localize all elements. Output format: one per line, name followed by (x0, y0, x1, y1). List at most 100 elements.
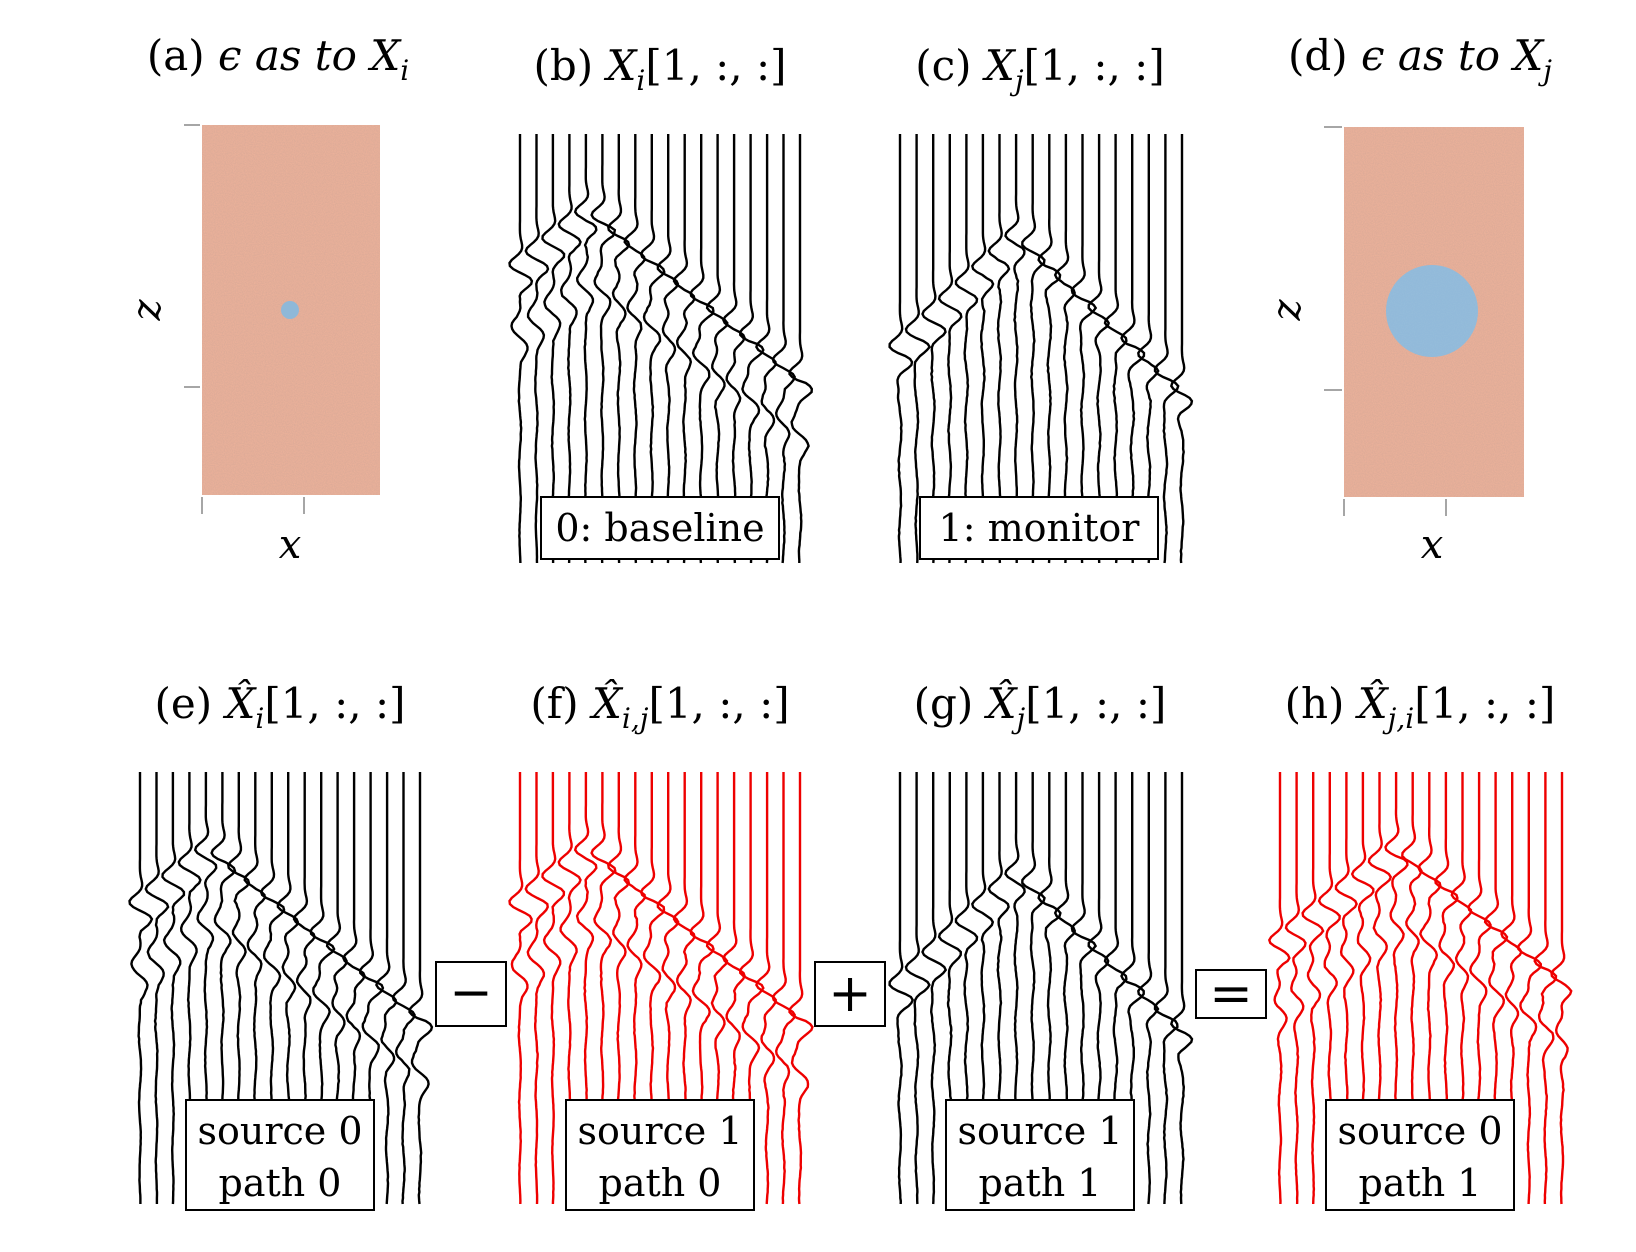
panel-d-title: (d) ϵ as to Xj (1288, 31, 1552, 87)
seismic-trace (639, 134, 666, 563)
panel-f-label-box (565, 1099, 755, 1211)
seismic-trace (788, 134, 814, 563)
panel-e-label-box (185, 1099, 375, 1211)
panel-h-label-box (1325, 1099, 1515, 1211)
panel-f-label-line: source 1 (577, 1109, 742, 1153)
svg-text:=: = (1209, 964, 1253, 1024)
seismic-trace (541, 772, 566, 1205)
seismic-trace (937, 134, 963, 564)
seismic-trace (888, 772, 915, 1205)
panel-c-title: (c) Xj[1, :, :] (915, 41, 1164, 97)
seismic-trace (1137, 772, 1160, 1205)
seismic-trace (1153, 134, 1180, 564)
seismic-trace (144, 772, 170, 1204)
seismic-trace (705, 134, 729, 564)
seismic-trace (738, 134, 765, 564)
seismic-trace (524, 134, 550, 564)
seismic-trace (888, 134, 914, 564)
seismic-trace (1550, 772, 1573, 1205)
panel-f-title: (f) X̂i,j[1, :, :] (530, 677, 789, 735)
seismic-trace (954, 134, 979, 564)
seismic-trace (1053, 134, 1077, 564)
panel-d-permittivity-model: (d) ϵ as to Xj x z (1264, 31, 1552, 568)
panel-a-title: (a) ϵ as to Xi (147, 31, 409, 87)
seismic-trace (1301, 772, 1325, 1205)
panel-a-ylabel: z (124, 299, 170, 322)
seismic-trace (508, 134, 534, 564)
seismic-trace (656, 134, 680, 564)
seismic-trace (672, 134, 696, 564)
panel-d-ylabel: z (1264, 299, 1310, 322)
panel-f-gather: (f) X̂i,j[1, :, :] source 1 path 0 (508, 677, 814, 1211)
seismic-trace (1037, 134, 1062, 564)
seismic-trace (623, 134, 646, 564)
panel-g-label-line: path 1 (979, 1161, 1102, 1205)
panel-b-title: (b) Xi[1, :, :] (533, 41, 786, 97)
panel-b-label-line: 0: baseline (555, 506, 764, 550)
seismic-trace (1533, 772, 1558, 1205)
panel-d-xlabel: x (1421, 522, 1444, 568)
seismic-trace (573, 134, 598, 564)
panel-h-title: (h) X̂j,i[1, :, :] (1285, 677, 1556, 735)
panel-d-inclusion-grain (1386, 265, 1478, 357)
seismic-trace (590, 134, 617, 564)
seismic-trace (1137, 134, 1160, 564)
panel-a-permittivity-model: (a) ϵ as to Xi x z (124, 31, 409, 568)
seismic-trace (508, 772, 533, 1205)
seismic-trace (607, 134, 631, 564)
panel-h-gather: (h) X̂j,i[1, :, :] source 0 path 1 (1267, 677, 1573, 1211)
seismic-trace (1120, 134, 1146, 563)
seismic-trace (1267, 772, 1291, 1205)
seismic-trace (971, 134, 995, 564)
panel-g-title: (g) X̂j[1, :, :] (914, 677, 1167, 735)
seismic-trace (161, 772, 186, 1205)
panel-b-label-box (540, 496, 780, 560)
seismic-trace (722, 134, 746, 564)
seismic-trace (921, 134, 947, 564)
seismic-trace (1517, 772, 1543, 1205)
panel-a-xlabel: x (279, 522, 302, 568)
seismic-trace (391, 772, 416, 1205)
seismic-trace (904, 134, 932, 564)
seismic-trace (1070, 134, 1098, 564)
panel-h-label-line: path 1 (1359, 1161, 1482, 1205)
seismic-trace (755, 772, 778, 1205)
seismic-trace (557, 134, 582, 564)
seismic-trace (1087, 134, 1111, 564)
plus-operator: + (814, 961, 886, 1027)
svg-text:−: − (449, 963, 493, 1023)
seismic-trace (771, 772, 796, 1205)
seismic-trace (771, 134, 797, 564)
panel-h-label-line: source 0 (1337, 1109, 1502, 1153)
seismic-trace (408, 772, 434, 1205)
seismic-trace (921, 772, 948, 1205)
seismic-trace (1169, 134, 1194, 564)
panel-e-label-line: path 0 (219, 1161, 342, 1205)
panel-f-label-line: path 0 (599, 1161, 722, 1205)
panel-g-label-line: source 1 (957, 1109, 1122, 1153)
panel-c-gather: (c) Xj[1, :, :] 1: monitor (888, 41, 1194, 564)
seismic-trace (375, 772, 398, 1205)
seismic-trace (1284, 772, 1307, 1205)
panel-e-title: (e) X̂i[1, :, :] (154, 677, 405, 735)
svg-text:+: + (828, 964, 872, 1024)
panel-a-inclusion (281, 301, 299, 319)
seismic-trace (1004, 134, 1026, 563)
panel-c-label-line: 1: monitor (939, 506, 1141, 550)
seismic-trace (689, 134, 715, 564)
seismic-trace (128, 772, 154, 1204)
seismic-trace (904, 772, 931, 1205)
panel-e-gather: (e) X̂i[1, :, :] source 0 path 0 (128, 677, 434, 1211)
seismic-trace (1153, 772, 1179, 1205)
seismic-trace (1021, 134, 1046, 564)
minus-operator: − (435, 961, 507, 1027)
seismic-trace (788, 772, 814, 1205)
panel-g-gather: (g) X̂j[1, :, :] source 1 path 1 (888, 677, 1194, 1211)
seismic-trace (1169, 772, 1194, 1205)
seismic-trace (987, 134, 1011, 564)
panel-g-label-box (945, 1099, 1135, 1211)
seismic-trace (1103, 134, 1128, 564)
equals-operator: = (1195, 964, 1267, 1024)
panel-c-label-box (919, 496, 1159, 560)
